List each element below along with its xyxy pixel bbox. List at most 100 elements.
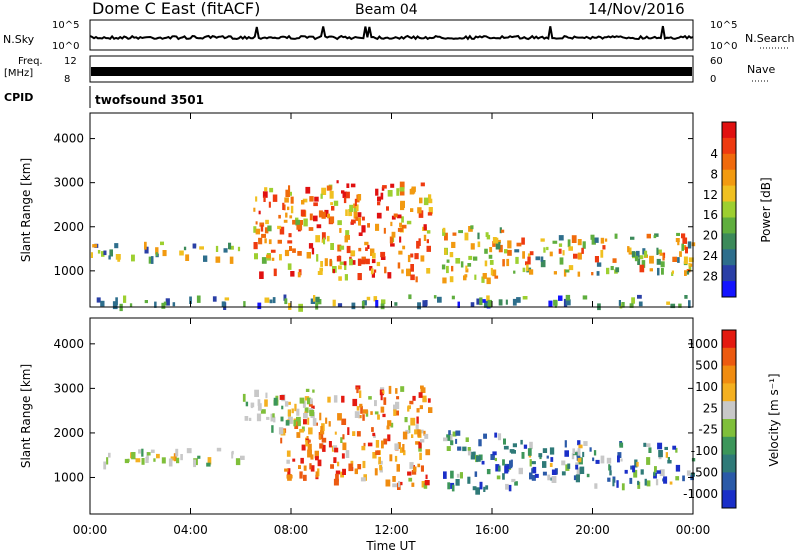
data-cell [207,457,212,465]
data-cell [267,225,272,232]
data-cell [685,246,688,254]
data-cell [512,298,517,306]
data-cell [112,301,118,310]
data-cell [418,392,423,398]
data-cell [257,403,262,411]
data-cell [155,252,158,257]
data-cell [339,261,344,265]
data-cell [212,296,217,302]
data-cell [264,297,270,303]
data-cell [529,459,532,467]
time-axis-ticks: 00:00 04:00 08:00 12:00 16:00 20:00 00:00 [73,523,711,537]
data-cell [494,457,497,462]
station-title: Dome C East (fitACF) [92,0,260,18]
data-cell [420,182,425,187]
data-cell [540,238,545,242]
data-cell [452,431,457,437]
data-cell [571,453,575,460]
data-cell [353,211,358,219]
data-cell [671,270,674,274]
data-cell [543,247,546,253]
data-cell [665,452,668,458]
data-cell [266,416,270,420]
data-cell [563,298,568,307]
data-cell [150,449,155,453]
data-cell [428,207,433,214]
data-cell [176,457,180,464]
data-cell [390,183,395,188]
data-cell [106,457,109,465]
data-cell [90,252,93,258]
data-cell [180,454,183,461]
data-cell [400,386,405,392]
data-cell [317,459,322,467]
y-tick-label: 1000 [53,264,84,278]
data-cell [417,302,421,310]
colorbar-swatch [722,281,736,298]
data-cell [319,434,322,440]
y-tick-label: 3000 [53,176,84,190]
data-cell [288,302,292,310]
data-cell [446,265,449,274]
data-cell [315,296,320,303]
data-cell [649,268,653,272]
data-cell [363,409,368,414]
data-cell [360,477,366,482]
data-cell [542,461,547,468]
data-cell [481,460,485,465]
colorbar-swatch [722,153,736,171]
data-cell [402,245,406,250]
data-cell [396,188,400,196]
data-cell [671,272,674,276]
data-cell [621,302,625,308]
data-cell [258,237,263,245]
data-cell [347,427,350,435]
power-colorbar-label: Power [dB] [759,177,773,242]
data-cell [309,410,315,417]
data-cell [415,441,420,445]
data-cell [387,420,392,427]
data-cell [342,191,347,198]
data-cell [399,181,405,189]
data-cell [591,272,594,276]
data-cell [641,260,646,268]
data-cell [264,399,268,407]
data-cell [656,470,661,474]
data-cell [549,462,553,467]
colorbar-swatch [722,201,736,218]
data-cell [382,413,386,418]
data-cell [594,483,598,489]
data-cell [319,267,323,272]
data-cell [147,452,151,456]
data-cell [186,448,192,454]
power-panel-frame [89,112,694,308]
data-cell [385,479,391,487]
data-cell [320,261,323,267]
data-cell [380,251,386,258]
data-cell [424,480,430,486]
data-cell [522,251,525,259]
data-cell [328,441,332,448]
data-cell [381,440,384,449]
data-cell [618,300,621,306]
data-cell [101,251,105,257]
data-cell [320,430,325,435]
data-cell [353,207,358,213]
data-cell [676,232,680,236]
data-cell [404,417,408,423]
data-cell [287,409,291,417]
data-cell [254,389,259,397]
data-cell [161,457,166,464]
data-cell [642,248,646,255]
colorbar-tick-label: 28 [703,270,718,284]
data-cell [561,460,566,466]
data-cell [526,264,529,272]
data-cell [370,268,374,275]
data-cell [375,440,380,448]
data-cell [399,236,402,243]
colorbar-tick-label: 4 [710,147,718,161]
data-cell [410,253,414,258]
y-tick-label: 1000 [53,470,84,484]
data-cell [546,455,549,459]
velocity-panel-frame [89,317,694,515]
